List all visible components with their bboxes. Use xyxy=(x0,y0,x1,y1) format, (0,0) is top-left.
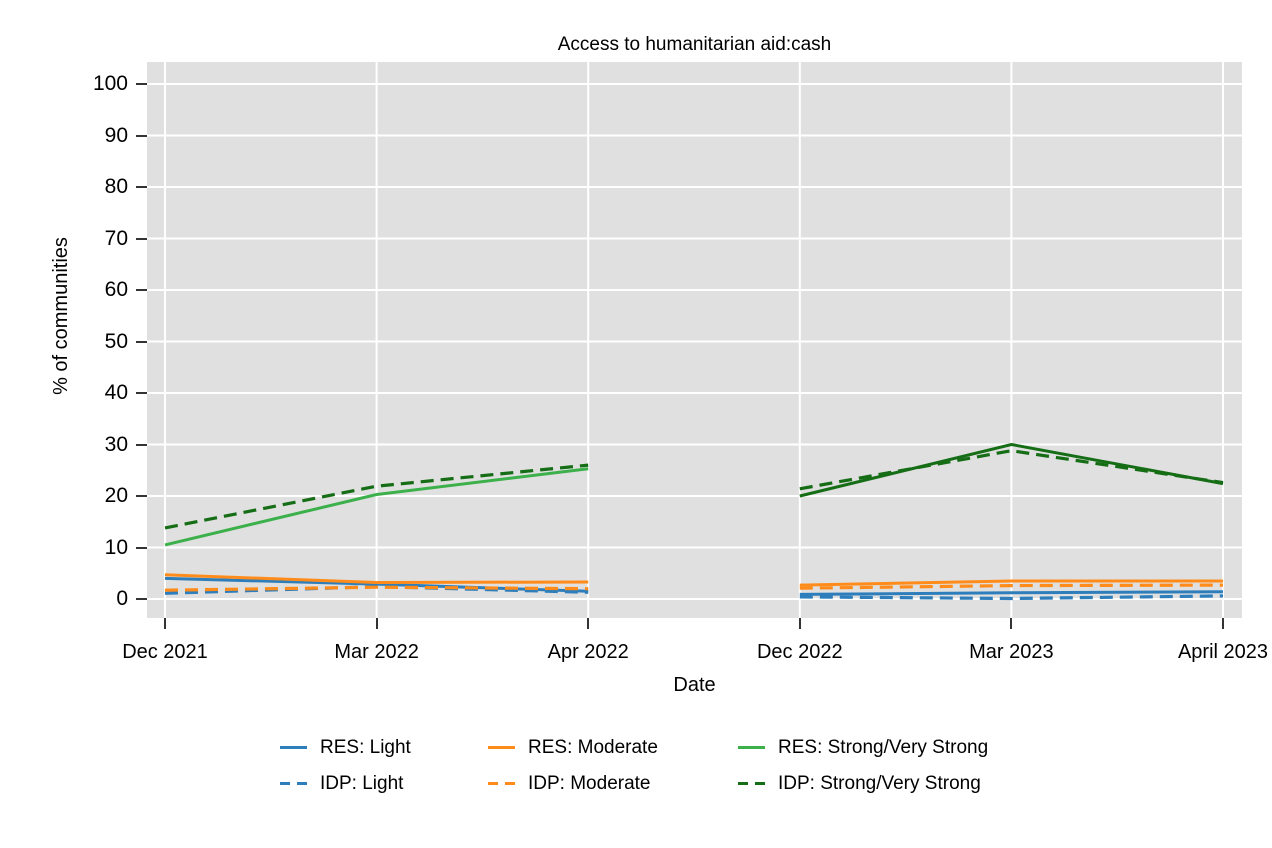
legend-line-sample-icon xyxy=(738,782,765,785)
y-tick-label: 30 xyxy=(104,432,128,456)
legend-label: RES: Light xyxy=(320,737,411,758)
y-tick-label: 10 xyxy=(104,535,128,559)
legend-label: IDP: Light xyxy=(320,773,404,794)
legend-line-sample-icon xyxy=(738,746,765,749)
y-tick-mark xyxy=(136,134,147,137)
series-line-idp-strong-very-strong xyxy=(799,449,1224,491)
legend-line-sample-icon xyxy=(488,746,515,749)
x-tick-label: Mar 2022 xyxy=(334,641,419,663)
legend-line-sample-icon xyxy=(280,782,307,785)
series-line-res-moderate xyxy=(799,579,1223,587)
chart-title: Access to humanitarian aid:cash xyxy=(557,34,832,55)
y-tick-label: 40 xyxy=(104,381,128,404)
legend-label: RES: Strong/Very Strong xyxy=(778,737,989,758)
legend-item-idp-moderate: IDP: Moderate xyxy=(488,772,738,795)
x-tick-mark xyxy=(164,618,166,629)
x-tick-mark xyxy=(1222,618,1224,629)
x-tick-label: Dec 2022 xyxy=(756,641,843,663)
y-tick-mark xyxy=(136,237,147,240)
x-tick-label: Dec 2021 xyxy=(122,641,208,663)
x-tick-label: Apr 2022 xyxy=(547,641,629,663)
y-tick-label: 100 xyxy=(92,72,128,95)
legend-line-sample-icon xyxy=(280,746,307,749)
series-line-idp-moderate xyxy=(164,585,589,592)
plot-canvas xyxy=(147,62,1242,618)
series-line-res-strong-very-strong xyxy=(799,442,1224,498)
series-line-idp-moderate xyxy=(799,583,1224,590)
series-line-idp-light xyxy=(799,594,1224,601)
y-tick-mark xyxy=(136,443,147,446)
y-tick-mark xyxy=(136,598,147,600)
plot-area xyxy=(147,62,1242,618)
y-tick-label: 90 xyxy=(104,123,128,147)
y-tick-label: 20 xyxy=(104,484,128,507)
y-tick-mark xyxy=(136,186,147,188)
legend-item-res-strong: RES: Strong/Very Strong xyxy=(738,736,988,759)
series-line-idp-strong-very-strong xyxy=(164,463,589,530)
legend-label: RES: Moderate xyxy=(528,737,658,758)
y-tick-mark xyxy=(136,83,147,85)
y-tick-mark xyxy=(136,546,147,549)
y-tick-mark xyxy=(136,289,147,291)
legend-item-idp-light: IDP: Light xyxy=(280,772,488,795)
series-line-res-light xyxy=(799,590,1224,596)
series-line-res-strong-very-strong xyxy=(164,467,589,547)
x-tick-mark xyxy=(587,618,590,629)
x-tick-mark xyxy=(1010,618,1013,629)
legend-item-res-moderate: RES: Moderate xyxy=(488,736,738,759)
x-tick-mark xyxy=(798,618,801,629)
legend: RES: Light RES: Moderate RES: Strong/Ver… xyxy=(280,736,988,795)
y-tick-label: 70 xyxy=(104,226,128,250)
legend-label: IDP: Strong/Very Strong xyxy=(778,773,981,794)
x-tick-mark xyxy=(375,618,378,629)
legend-item-res-light: RES: Light xyxy=(280,736,488,759)
y-tick-label: 50 xyxy=(104,329,128,353)
y-tick-label: 80 xyxy=(104,175,128,198)
x-tick-label: April 2023 xyxy=(1177,641,1269,663)
y-tick-mark xyxy=(136,340,147,343)
y-tick-label: 60 xyxy=(104,278,128,301)
x-axis-title: Date xyxy=(673,674,716,696)
y-tick-mark xyxy=(136,495,147,497)
y-tick-mark xyxy=(136,392,147,394)
legend-line-sample-icon xyxy=(488,782,515,785)
x-tick-label: Mar 2023 xyxy=(969,641,1054,663)
legend-label: IDP: Moderate xyxy=(528,773,651,794)
legend-item-idp-strong: IDP: Strong/Very Strong xyxy=(738,772,988,795)
y-tick-label: 0 xyxy=(116,587,128,610)
series-line-res-moderate xyxy=(164,573,589,585)
